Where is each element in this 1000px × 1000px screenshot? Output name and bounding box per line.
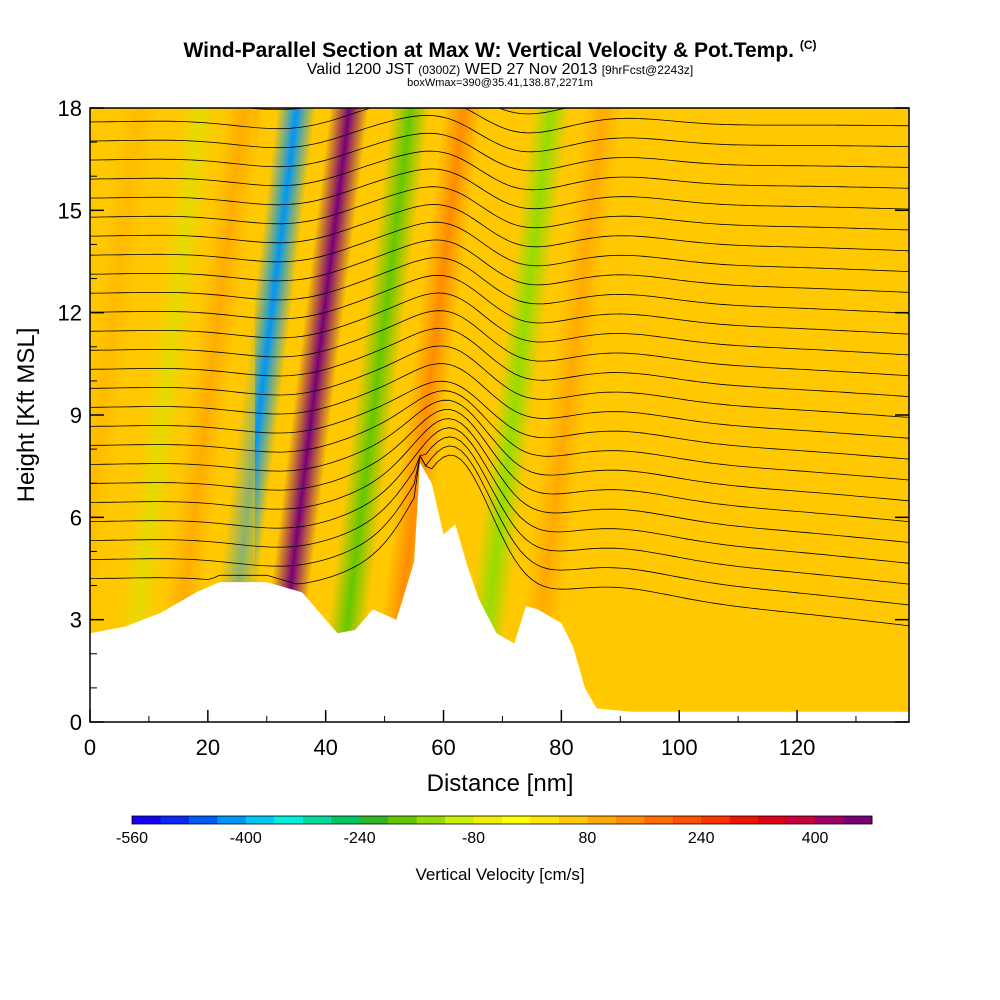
x-tick-label: 60 [431,735,455,760]
colorbar-label: 400 [802,830,829,847]
y-tick-label: 15 [58,198,82,223]
colorbar-swatch [302,816,332,824]
colorbar-swatch [388,816,418,824]
colorbar-swatch [331,816,361,824]
colorbar-swatch [359,816,389,824]
colorbar-swatch [416,816,446,824]
isentrope-line [90,310,909,377]
y-tick-label: 0 [70,710,82,735]
colorbar-swatch [701,816,731,824]
isentrope-line [90,445,909,606]
colorbar-title: Vertical Velocity [cm/s] [415,865,584,884]
isentrope-line [90,390,909,481]
colorbar-swatch [188,816,218,824]
isentrope-line [90,221,909,272]
colorbar-label: 240 [688,830,715,847]
colorbar-swatch [502,816,531,824]
isentrope-line [90,345,909,418]
colorbar-swatch [445,816,475,824]
colorbar-label: -80 [462,830,485,847]
valid-time-line: Valid 1200 JST (0300Z) WED 27 Nov 2013 [… [306,61,694,78]
isentrope-line [90,363,909,439]
isentrope-line [90,408,909,522]
y-tick-label: 12 [58,301,82,326]
x-tick-label: 120 [779,735,816,760]
colorbar: -560 -400 -240 -80 80 240 400 [116,815,873,847]
colorbar-swatch [530,816,560,824]
isentrope-line [90,168,909,210]
x-tick-label: 100 [661,735,698,760]
box-info-line: boxWmax=390@35.41,138.87,2271m [407,77,593,89]
colorbar-swatch [558,816,588,824]
colorbar-label: -400 [230,830,262,847]
colorbar-swatch [644,816,674,824]
isentrope-line [90,399,909,502]
isentrope-line [90,427,909,564]
isentrope-line [90,239,909,293]
isentrope-line [90,108,909,134]
x-tick-label: 0 [84,735,96,760]
isentrope-line [90,327,909,397]
isentrope-line [90,150,909,191]
x-tick-label: 80 [549,735,573,760]
colorbar-swatch [245,816,275,824]
colorbar-frame [131,815,873,825]
x-axis-title: Distance [nm] [427,770,574,797]
isentrope-line [90,114,909,153]
colorbar-swatch [729,816,759,824]
isentrope-line [90,257,909,314]
colorbar-label: -240 [344,830,376,847]
colorbar-swatch [786,816,816,824]
colorbar-swatch [274,816,304,824]
colorbar-swatch [217,816,247,824]
isentrope-line [90,186,909,231]
isentrope-line [90,274,909,335]
isentrope-line [90,204,909,252]
x-tick-label: 40 [313,735,337,760]
colorbar-swatch [160,816,190,824]
isentrope-line [90,380,909,460]
y-tick-label: 9 [70,403,82,428]
copyright-mark: (C) [799,38,817,52]
colorbar-label: 80 [579,830,597,847]
colorbar-label: -560 [116,830,148,847]
chart-title: Wind-Parallel Section at Max W: Vertical… [183,38,817,62]
isentrope-line [90,436,909,585]
y-axis-title: Height [Kft MSL] [13,328,40,503]
colorbar-swatch [473,816,503,824]
isentrope-line [90,418,909,543]
x-tick-label: 20 [196,735,220,760]
colorbar-swatch [843,816,873,824]
plot-area [90,108,909,722]
colorbar-swatch [672,816,702,824]
y-tick-label: 6 [70,505,82,530]
isentrope-line [90,132,909,172]
y-tick-label: 18 [58,96,82,121]
colorbar-swatch [815,816,845,824]
colorbar-swatch [587,816,617,824]
terrain-mask [90,462,909,722]
axes: 0 20 40 60 80 100 120 0 3 6 9 12 15 18 [58,96,909,760]
colorbar-swatch [615,816,645,824]
y-tick-label: 3 [70,608,82,633]
colorbar-swatch [132,816,161,824]
isentrope-line [90,292,909,356]
colorbar-swatch [758,816,788,824]
isentrope-line [90,454,909,627]
